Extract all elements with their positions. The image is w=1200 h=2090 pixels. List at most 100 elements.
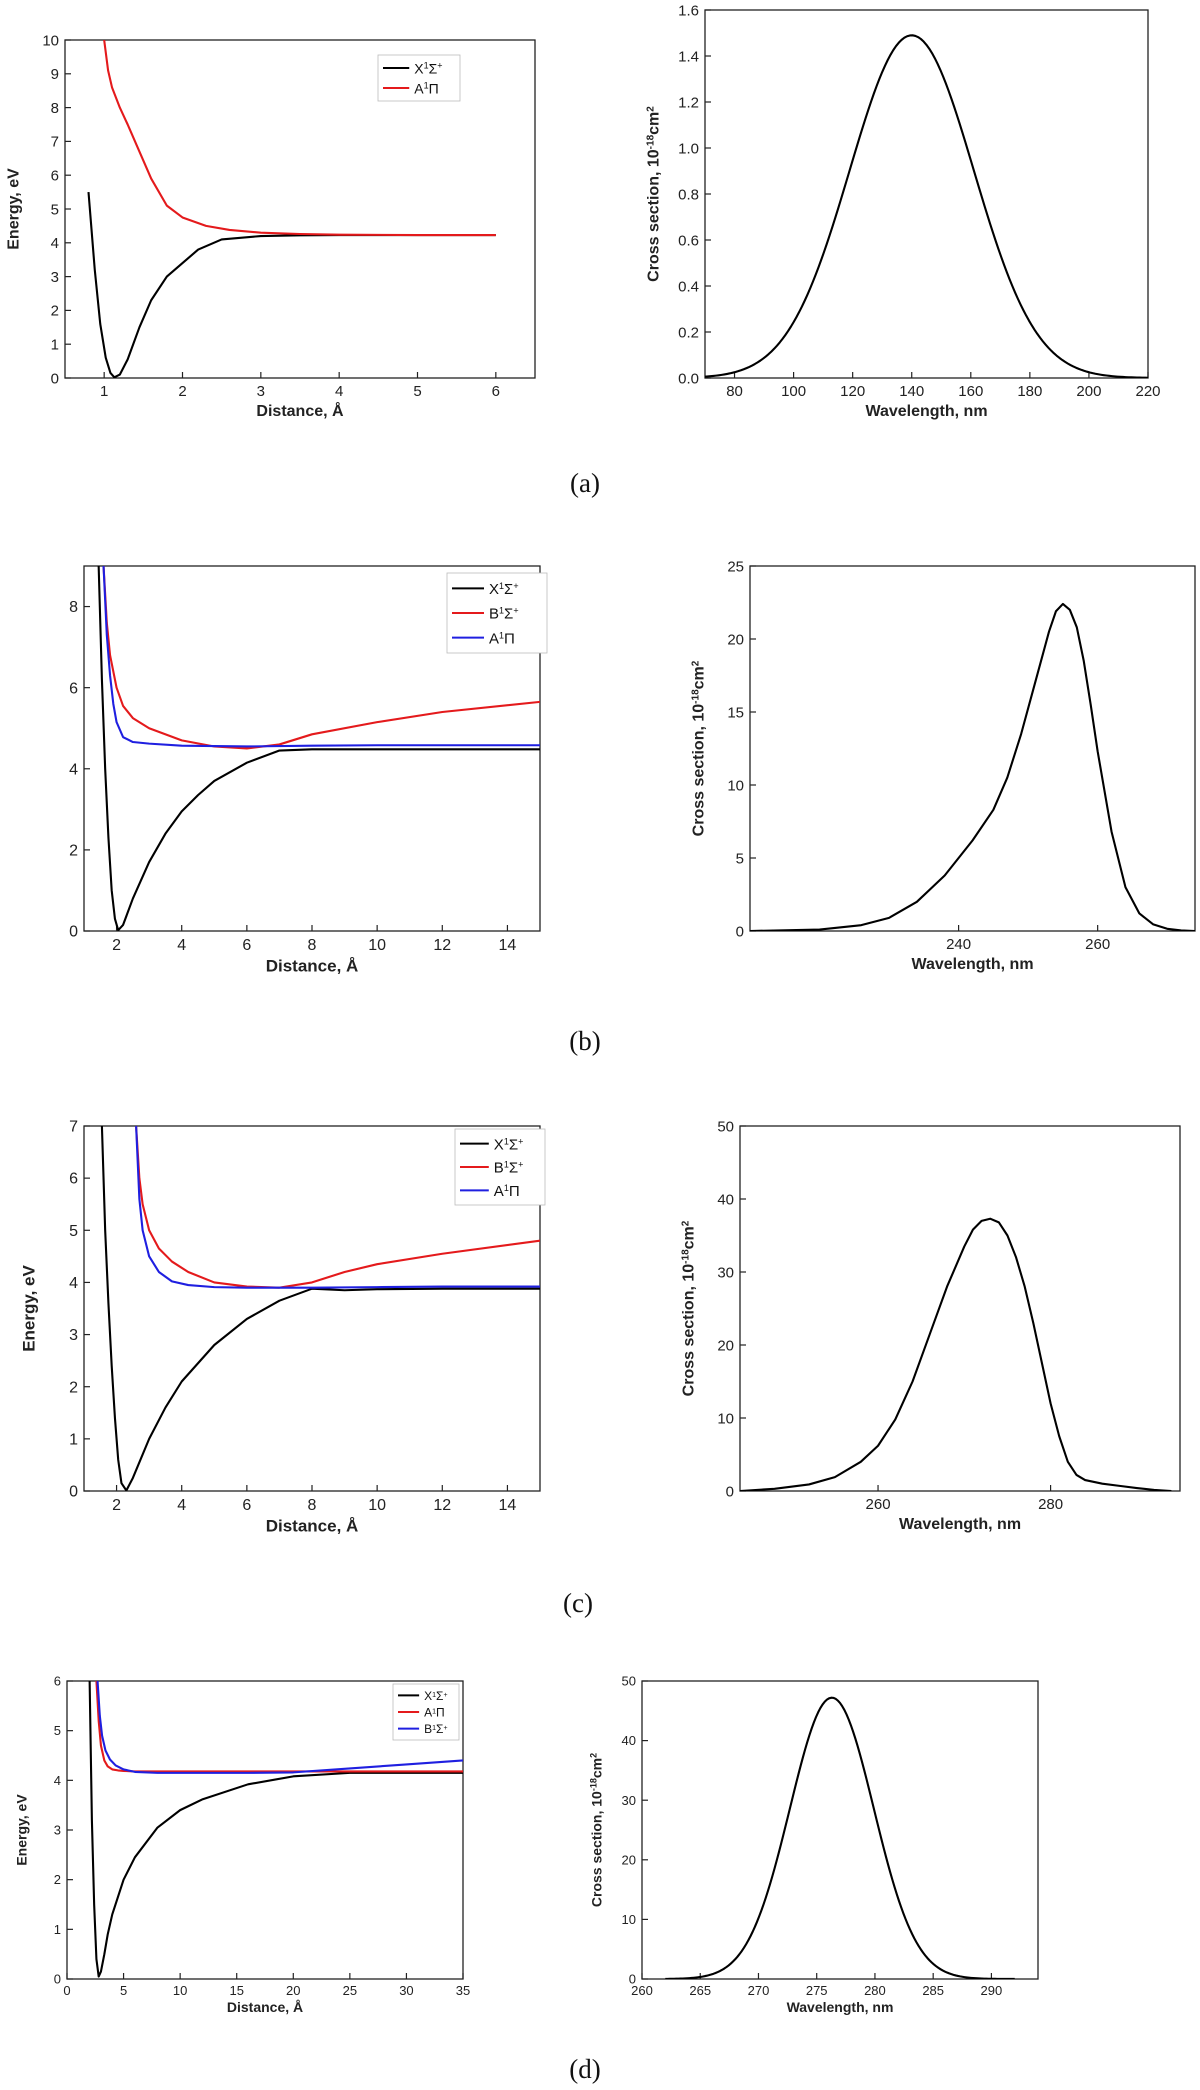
series-line-B [102, 566, 540, 750]
legend-entry: B1Σ+ [494, 1160, 524, 1177]
y-tick-label: 3 [54, 1823, 61, 1838]
x-tick-label: 5 [120, 1983, 127, 1998]
x-tick-label: 120 [840, 383, 865, 400]
y-tick-label: 6 [69, 1171, 78, 1188]
x-tick-label: 15 [229, 1983, 243, 1998]
y-axis-label: Cross section, 10-18cm2 [645, 106, 663, 282]
x-tick-label: 100 [781, 383, 806, 400]
legend-entry: A1Π [424, 1706, 445, 1720]
y-tick-label: 5 [736, 850, 744, 867]
x-tick-label: 20 [286, 1983, 300, 1998]
plot-frame [704, 9, 1149, 379]
y-axis-label: Energy, eV [14, 1794, 30, 1866]
y-tick-label: 1.6 [678, 2, 699, 19]
y-tick-label: 6 [54, 1674, 61, 1689]
y-tick-label: 4 [54, 1773, 61, 1788]
plot-frame [64, 39, 536, 379]
y-tick-label: 2 [51, 303, 59, 320]
x-tick-label: 3 [257, 383, 265, 400]
y-tick-label: 4 [51, 235, 59, 252]
legend-entry: A1Π [489, 630, 515, 647]
x-tick-label: 14 [499, 1497, 517, 1514]
x-tick-label: 160 [958, 383, 983, 400]
y-tick-label: 8 [51, 100, 59, 117]
y-tick-label: 3 [69, 1327, 78, 1344]
chart-a-cs: 80 100 120 140 160 180 200 220 0.0 0.2 0.4 0.6 0.8 1.… [645, 2, 1161, 420]
y-tick-label: 7 [69, 1119, 78, 1136]
y-axis-label: Cross section, 10-18cm2 [589, 1753, 605, 1907]
y-tick-label: 30 [622, 1793, 636, 1808]
x-tick-label: 6 [242, 937, 251, 954]
y-tick-label: 25 [727, 558, 744, 575]
y-tick-label: 4 [69, 1275, 78, 1292]
y-tick-label: 0 [69, 924, 78, 941]
x-axis-label: Wavelength, nm [899, 1516, 1021, 1533]
chart-b-cs: 240 260 0 5 10 15 20 25 Wavelength, nm Cross sect… [690, 558, 1196, 973]
x-axis-label: Distance, Å [266, 956, 359, 975]
series-line-X [97, 566, 540, 931]
x-tick-label: 260 [1085, 936, 1110, 953]
y-tick-label: 0.8 [678, 186, 699, 203]
legend-entry: A1Π [494, 1183, 520, 1200]
y-tick-label: 3 [51, 269, 59, 286]
panel-label-b: (b) [569, 1026, 600, 1056]
x-tick-label: 8 [308, 937, 317, 954]
y-tick-label: 5 [54, 1723, 61, 1738]
x-axis-label: Distance, Å [227, 1999, 303, 2015]
plot-frame [749, 565, 1196, 932]
x-tick-label: 25 [343, 1983, 357, 1998]
y-tick-label: 9 [51, 66, 59, 83]
x-tick-label: 12 [433, 937, 451, 954]
y-tick-label: 5 [69, 1223, 78, 1240]
series-line-X [100, 1126, 540, 1491]
chart-c-cs: 260 280 0 10 20 30 40 50 Wavelength, nm Cross sec… [680, 1118, 1181, 1533]
series-line-A [96, 1681, 463, 1774]
y-tick-label: 10 [622, 1912, 636, 1927]
y-tick-label: 2 [54, 1872, 61, 1887]
plot-frame [739, 1125, 1181, 1492]
x-axis-label: Distance, Å [266, 1516, 359, 1535]
y-tick-label: 0 [726, 1483, 734, 1500]
y-tick-label: 1 [51, 336, 59, 353]
y-axis-label: Energy, eV [6, 168, 23, 250]
y-tick-label: 50 [622, 1674, 636, 1689]
x-tick-label: 4 [177, 1497, 186, 1514]
x-tick-label: 240 [946, 936, 971, 953]
x-tick-label: 280 [1038, 1496, 1063, 1513]
y-axis-label: Cross section, 10-18cm2 [680, 1220, 698, 1396]
chart-a-pot: 1 2 3 4 5 6 0 1 2 3 4 5 6 7 8 9 10 Distance, Å Energy, eV X… [6, 32, 536, 420]
legend-entry: X1Σ+ [424, 1689, 447, 1703]
y-tick-label: 1.2 [678, 94, 699, 111]
x-tick-label: 0 [63, 1983, 70, 1998]
x-tick-label: 285 [922, 1983, 944, 1998]
y-tick-label: 20 [717, 1337, 734, 1354]
y-tick-label: 0 [736, 923, 744, 940]
y-tick-label: 15 [727, 704, 744, 721]
x-tick-label: 10 [368, 1497, 386, 1514]
x-tick-label: 5 [413, 383, 421, 400]
y-tick-label: 8 [69, 599, 78, 616]
x-tick-label: 4 [177, 937, 186, 954]
y-tick-label: 1.0 [678, 140, 699, 157]
x-tick-label: 6 [492, 383, 500, 400]
series-line-cross [665, 1696, 1015, 1979]
panel-label-c: (c) [563, 1588, 593, 1618]
x-tick-label: 260 [866, 1496, 891, 1513]
x-tick-label: 10 [173, 1983, 187, 1998]
x-tick-label: 8 [308, 1497, 317, 1514]
y-tick-label: 0 [69, 1484, 78, 1501]
y-tick-label: 10 [42, 32, 59, 49]
x-tick-label: 140 [899, 383, 924, 400]
x-tick-label: 6 [242, 1497, 251, 1514]
y-tick-label: 10 [727, 777, 744, 794]
x-tick-label: 2 [112, 1497, 121, 1514]
y-tick-label: 0.0 [678, 370, 699, 387]
series-line-X [88, 1681, 463, 1978]
panel-label-a: (a) [570, 468, 600, 498]
x-tick-label: 280 [864, 1983, 886, 1998]
legend-box [377, 54, 461, 102]
x-tick-label: 290 [981, 1983, 1003, 1998]
x-axis-label: Wavelength, nm [787, 1999, 894, 2015]
